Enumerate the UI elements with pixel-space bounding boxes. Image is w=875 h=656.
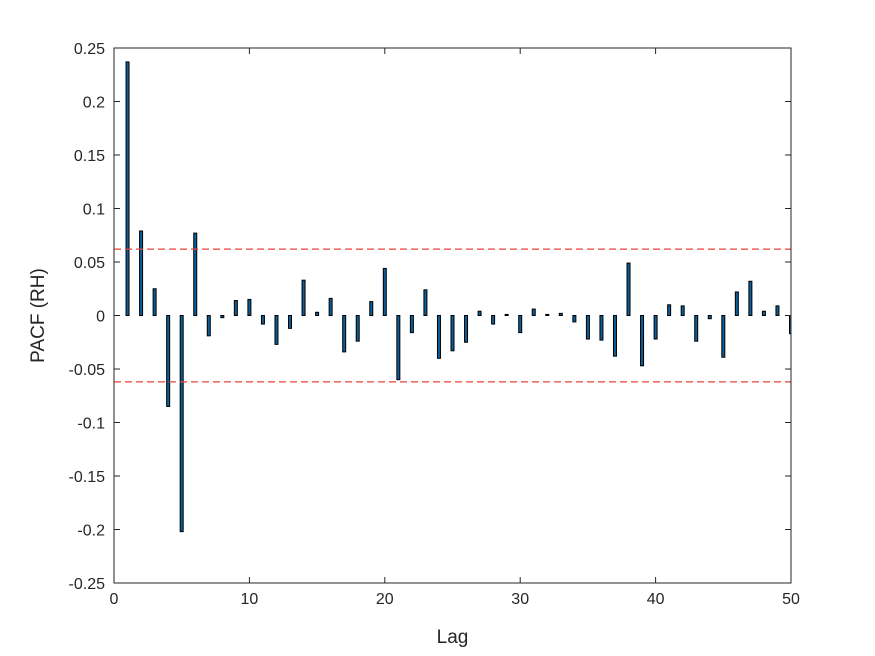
pacf-bar-lag-22 (409, 315, 414, 334)
pacf-bar-lag-6 (193, 232, 198, 316)
pacf-bar-lag-7 (206, 315, 211, 337)
y-axis-ticks: 0.25 0.2 0.15 0.1 0.05 0 -0.05 -0.1 -0.15 -0.2 -0.… (69, 41, 791, 593)
bar-series (125, 61, 792, 533)
pacf-bar-lag-41 (667, 304, 672, 316)
pacf-bar-lag-9 (233, 300, 238, 316)
y-tick-label: 0 (96, 309, 105, 326)
y-tick-label: 0.05 (74, 255, 105, 272)
x-tick-label: 50 (782, 591, 800, 608)
pacf-bar-lag-19 (369, 301, 374, 316)
pacf-bar-lag-2 (139, 230, 144, 316)
pacf-bar-lag-42 (680, 305, 685, 316)
pacf-bar-lag-18 (355, 315, 360, 342)
pacf-bar-lag-43 (694, 315, 699, 342)
pacf-bar-lag-5 (179, 315, 184, 533)
axes-box (113, 47, 792, 584)
x-tick-label: 10 (241, 591, 259, 608)
x-tick-label: 30 (511, 591, 529, 608)
pacf-bar-lag-13 (288, 315, 293, 329)
y-tick-label: -0.2 (77, 523, 105, 540)
pacf-bar-lag-33 (558, 312, 563, 316)
pacf-bar-lag-21 (396, 315, 401, 381)
x-axis-label: Lag (437, 627, 469, 648)
y-tick-label: -0.1 (77, 416, 105, 433)
pacf-bar-lag-10 (247, 298, 252, 317)
y-tick-label: 0.15 (74, 148, 105, 165)
y-tick-label: -0.25 (69, 576, 106, 593)
confidence-bounds (114, 248, 791, 383)
pacf-bar-lag-25 (450, 315, 455, 352)
pacf-bar-lag-46 (734, 291, 739, 316)
pacf-bar-lag-8 (220, 315, 225, 319)
pacf-bar-lag-3 (152, 288, 157, 316)
pacf-bar-lag-36 (599, 315, 604, 341)
pacf-bar-lag-26 (464, 315, 469, 343)
pacf-bar-lag-40 (653, 315, 658, 340)
pacf-bar-lag-16 (328, 297, 333, 317)
y-tick-label: 0.1 (83, 202, 105, 219)
pacf-bar-lag-23 (423, 289, 428, 317)
x-tick-label: 0 (110, 591, 119, 608)
pacf-bar-lag-39 (640, 315, 645, 367)
pacf-bar-lag-48 (761, 310, 766, 317)
y-tick-label: 0.2 (83, 95, 105, 112)
pacf-bar-lag-35 (585, 315, 590, 340)
pacf-bar-lag-11 (260, 315, 265, 325)
pacf-bar-lag-17 (342, 315, 347, 353)
pacf-bar-lag-38 (626, 262, 631, 317)
pacf-bar-lag-45 (721, 315, 726, 358)
pacf-bar-lag-29 (504, 313, 509, 316)
pacf-bar-lag-28 (491, 315, 496, 325)
y-axis-label: PACF (RH) (28, 268, 49, 363)
pacf-bar-lag-1 (125, 61, 130, 316)
pacf-bar-lag-14 (301, 279, 306, 317)
pacf-bar-lag-32 (545, 313, 550, 316)
y-tick-label: 0.25 (74, 41, 105, 58)
pacf-bar-lag-47 (748, 280, 753, 317)
pacf-bar-lag-15 (315, 311, 320, 317)
pacf-bar-lag-34 (572, 315, 577, 323)
pacf-bar-lag-20 (382, 267, 387, 317)
x-tick-label: 40 (647, 591, 665, 608)
pacf-bar-lag-49 (775, 305, 780, 316)
pacf-bar-lag-4 (166, 315, 171, 407)
y-tick-label: -0.15 (69, 469, 106, 486)
y-tick-label: -0.05 (69, 362, 106, 379)
pacf-bar-lag-31 (531, 308, 536, 316)
x-axis-ticks: 0 10 20 30 40 50 (110, 48, 800, 608)
x-tick-label: 20 (376, 591, 394, 608)
pacf-bar-lag-44 (707, 315, 712, 320)
pacf-bar-lag-37 (612, 315, 617, 357)
pacf-bar-lag-24 (436, 315, 441, 359)
pacf-bar-lag-30 (518, 315, 523, 334)
pacf-bar-lag-12 (274, 315, 279, 345)
pacf-bar-lag-27 (477, 310, 482, 317)
